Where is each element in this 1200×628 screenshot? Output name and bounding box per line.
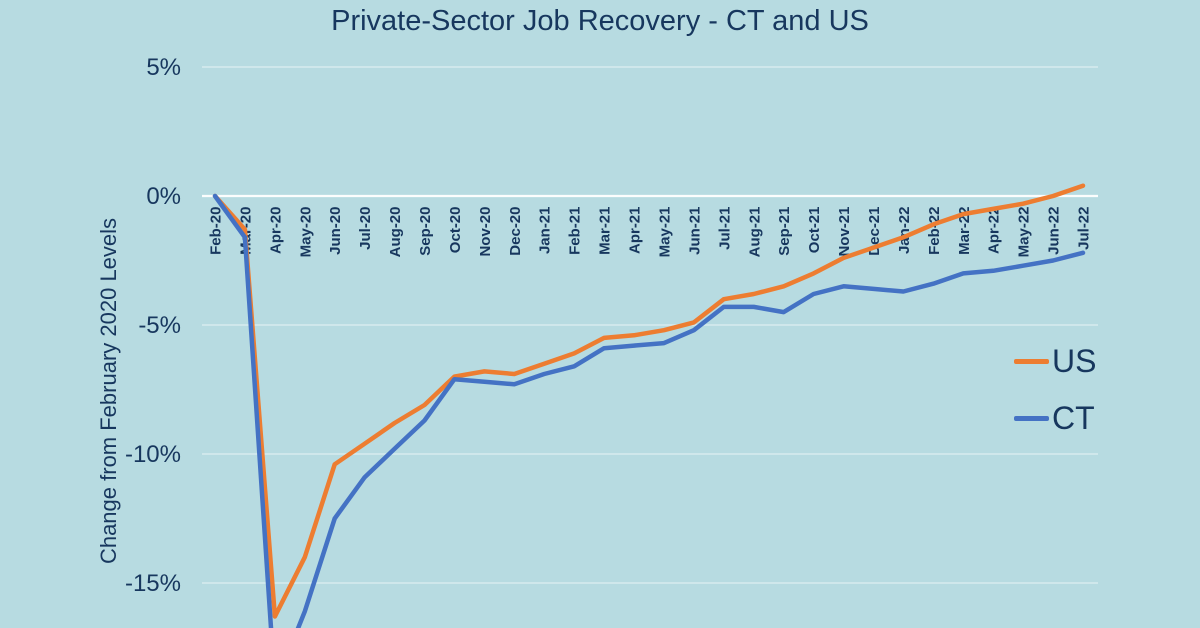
legend-ct-label: CT (1052, 399, 1095, 436)
x-axis-tick-label: Mar-21 (597, 207, 614, 255)
x-axis-tick-label: Sep-21 (776, 207, 793, 256)
x-axis-tick-label: Nov-20 (477, 207, 494, 257)
legend: US CT (1014, 343, 1096, 437)
x-axis-tick-label: Apr-20 (267, 207, 284, 255)
x-axis-tick-label: Feb-20 (208, 207, 225, 255)
series-line-ct (212, 193, 1086, 628)
y-axis-tick-label: -10% (125, 441, 181, 468)
x-axis-tick-label: Oct-20 (447, 207, 464, 254)
x-axis-tick-label: Dec-21 (866, 207, 883, 256)
x-axis-tick-label: Aug-21 (746, 207, 763, 258)
x-axis-tick-label: Apr-22 (986, 207, 1003, 255)
legend-item-us: US (1014, 343, 1096, 380)
x-axis-tick-label: Feb-22 (926, 207, 943, 255)
legend-ct-line-swatch (1014, 415, 1049, 421)
x-axis-tick-label: Feb-21 (567, 207, 584, 255)
x-axis-tick-label: Jan-22 (896, 207, 913, 255)
x-axis-tick-label: Jul-22 (1076, 207, 1093, 250)
x-axis-tick-label: Jun-21 (686, 207, 703, 255)
x-axis-tick-label: Nov-21 (836, 207, 853, 257)
series-line-us (212, 183, 1086, 619)
x-axis-tick-label: Aug-20 (387, 207, 404, 258)
legend-us-line-swatch (1014, 358, 1049, 364)
x-axis-tick-label: May-22 (1016, 207, 1033, 258)
y-axis-tick-label: -15% (125, 570, 181, 597)
x-axis-tick-label: Apr-21 (627, 207, 644, 255)
x-axis-tick-label: Sep-20 (417, 207, 434, 256)
legend-us-label: US (1052, 343, 1097, 379)
x-axis-tick-label: Oct-21 (806, 207, 823, 254)
x-axis-tick-label: Jun-22 (1046, 207, 1063, 255)
y-axis-tick-label: 0% (146, 183, 181, 210)
x-axis-tick-label: Jul-20 (357, 207, 374, 250)
legend-item-ct: CT (1014, 400, 1096, 437)
x-axis-tick-label: Jul-21 (716, 207, 733, 250)
x-axis-tick-label: Jun-20 (327, 207, 344, 255)
x-axis-tick-label: May-20 (297, 207, 314, 258)
x-axis-tick-label: Mar-22 (956, 207, 973, 255)
y-axis-tick-label: 5% (146, 54, 181, 81)
x-axis-tick-label: May-21 (657, 207, 674, 258)
x-axis-tick-label: Jan-21 (537, 207, 554, 255)
x-axis-tick-label: Dec-20 (507, 207, 524, 256)
y-axis-tick-label: -5% (138, 312, 181, 339)
chart-title: Private-Sector Job Recovery - CT and US (331, 5, 869, 37)
